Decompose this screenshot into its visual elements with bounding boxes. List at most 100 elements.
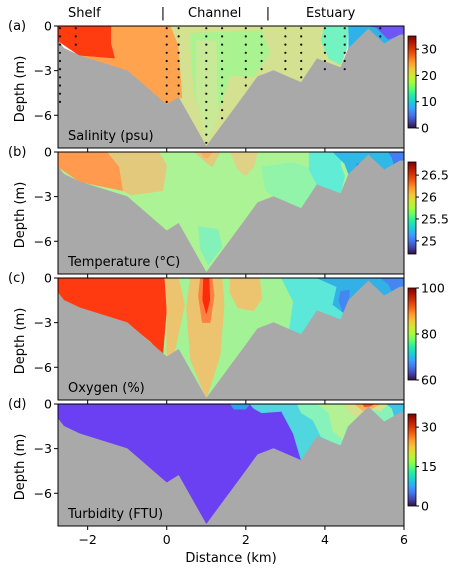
sample-point [300, 59, 303, 63]
station-12 [343, 27, 346, 71]
sample-point [221, 27, 224, 30]
sample-point [205, 100, 208, 103]
sample-point [58, 100, 62, 103]
sample-point [205, 51, 208, 54]
sample-point [165, 68, 168, 71]
contour-region-6 [320, 26, 349, 65]
sample-point [165, 76, 168, 79]
sample-point [221, 117, 224, 120]
sample-point [165, 84, 168, 87]
sample-point [58, 35, 62, 38]
sample-point [165, 51, 168, 54]
sample-point [343, 27, 346, 30]
y-tick-label: 0 [44, 397, 52, 412]
colorbar: 25 25.5 26 26.5 [407, 161, 449, 255]
x-tick-label: 0 [163, 532, 171, 547]
sample-point [165, 92, 168, 95]
sample-point [260, 51, 263, 54]
sample-point [205, 35, 208, 38]
sample-point [177, 27, 180, 30]
sample-point [244, 27, 247, 30]
colorbar-tick-label: 0 [421, 499, 429, 514]
sample-point [205, 117, 208, 120]
station-6 [221, 27, 224, 120]
sample-point [244, 76, 247, 79]
y-tick-label: −3 [34, 63, 52, 78]
region-label-estuary: Estuary [306, 6, 356, 21]
contour-region-5 [200, 152, 213, 159]
sample-point [205, 43, 208, 46]
contour-region-6 [229, 152, 258, 177]
sample-point [58, 51, 62, 54]
sample-point [205, 84, 208, 87]
contour-region-3 [107, 152, 167, 196]
seafloor-bathymetry [58, 406, 404, 526]
sample-point [205, 76, 208, 79]
region-labels: Shelf Channel Estuary | | [68, 6, 356, 21]
sample-point [323, 59, 326, 63]
sample-point [300, 51, 303, 54]
sample-point [244, 84, 247, 87]
x-tick-label: 2 [242, 532, 250, 547]
contour-region-5 [196, 40, 219, 143]
sample-point [284, 51, 287, 54]
sample-point [284, 27, 287, 30]
station-11 [323, 27, 326, 71]
y-tick-label: 0 [44, 271, 52, 286]
sample-point [58, 68, 62, 71]
sample-point [221, 51, 224, 54]
axes-frame [57, 277, 405, 401]
station-2 [74, 27, 77, 46]
sample-point [177, 51, 180, 54]
colorbar-tick-label: 80 [421, 327, 437, 342]
sample-point [165, 27, 168, 30]
seafloor-bathymetry [58, 280, 404, 400]
sample-point [244, 68, 247, 71]
sample-point [58, 84, 62, 87]
colorbar-tick-label: 100 [421, 281, 445, 296]
sample-point [177, 59, 180, 63]
panel-letter: (d) [8, 397, 26, 412]
panel-3: 0 −3 −6 Depth (m) (c) Oxygen (%) 60 80 100 [8, 271, 445, 404]
y-axis-label: Depth (m) [13, 182, 28, 249]
contour-region-2 [229, 404, 251, 410]
sample-point [74, 27, 77, 30]
colorbar-tick-label: 25.5 [421, 211, 449, 226]
variable-label: Turbidity (FTU) [67, 507, 163, 522]
colorbar-tick-label: 0 [421, 121, 429, 136]
sample-point [300, 27, 303, 30]
sample-point [379, 35, 382, 38]
sample-point [177, 92, 180, 95]
sample-point [300, 76, 303, 79]
x-axis: −2 0 2 4 6 Distance (km) [78, 532, 408, 566]
variable-label: Oxygen (%) [68, 381, 145, 396]
panel-4: 0 −3 −6 Depth (m) (d) Turbidity (FTU) 0 15 30 [8, 397, 437, 530]
colorbar-tick-label: 30 [421, 42, 437, 57]
station-9 [284, 27, 287, 71]
sample-point [58, 27, 62, 30]
sample-point [177, 84, 180, 87]
panel-letter: (c) [8, 271, 25, 286]
sample-point [74, 35, 77, 38]
contour-region-4 [194, 152, 221, 168]
contour-region-7 [198, 226, 223, 266]
station-3 [165, 27, 168, 103]
sample-point [221, 100, 224, 103]
sample-point [284, 59, 287, 63]
region-separator: | [161, 6, 165, 21]
sample-point [323, 51, 326, 54]
colorbar-gradient [407, 287, 417, 381]
colorbar-tick-label: 30 [421, 420, 437, 435]
sample-point [205, 141, 208, 144]
contour-region-7 [229, 278, 262, 311]
sample-point [221, 92, 224, 95]
station-10 [300, 27, 303, 79]
colorbar-gradient [407, 413, 417, 507]
colorbar: 0 15 30 [407, 413, 437, 514]
sample-point [58, 76, 62, 79]
y-axis-label: Depth (m) [13, 434, 28, 501]
sample-point [284, 43, 287, 46]
colorbar-tick-label: 26 [421, 190, 437, 205]
